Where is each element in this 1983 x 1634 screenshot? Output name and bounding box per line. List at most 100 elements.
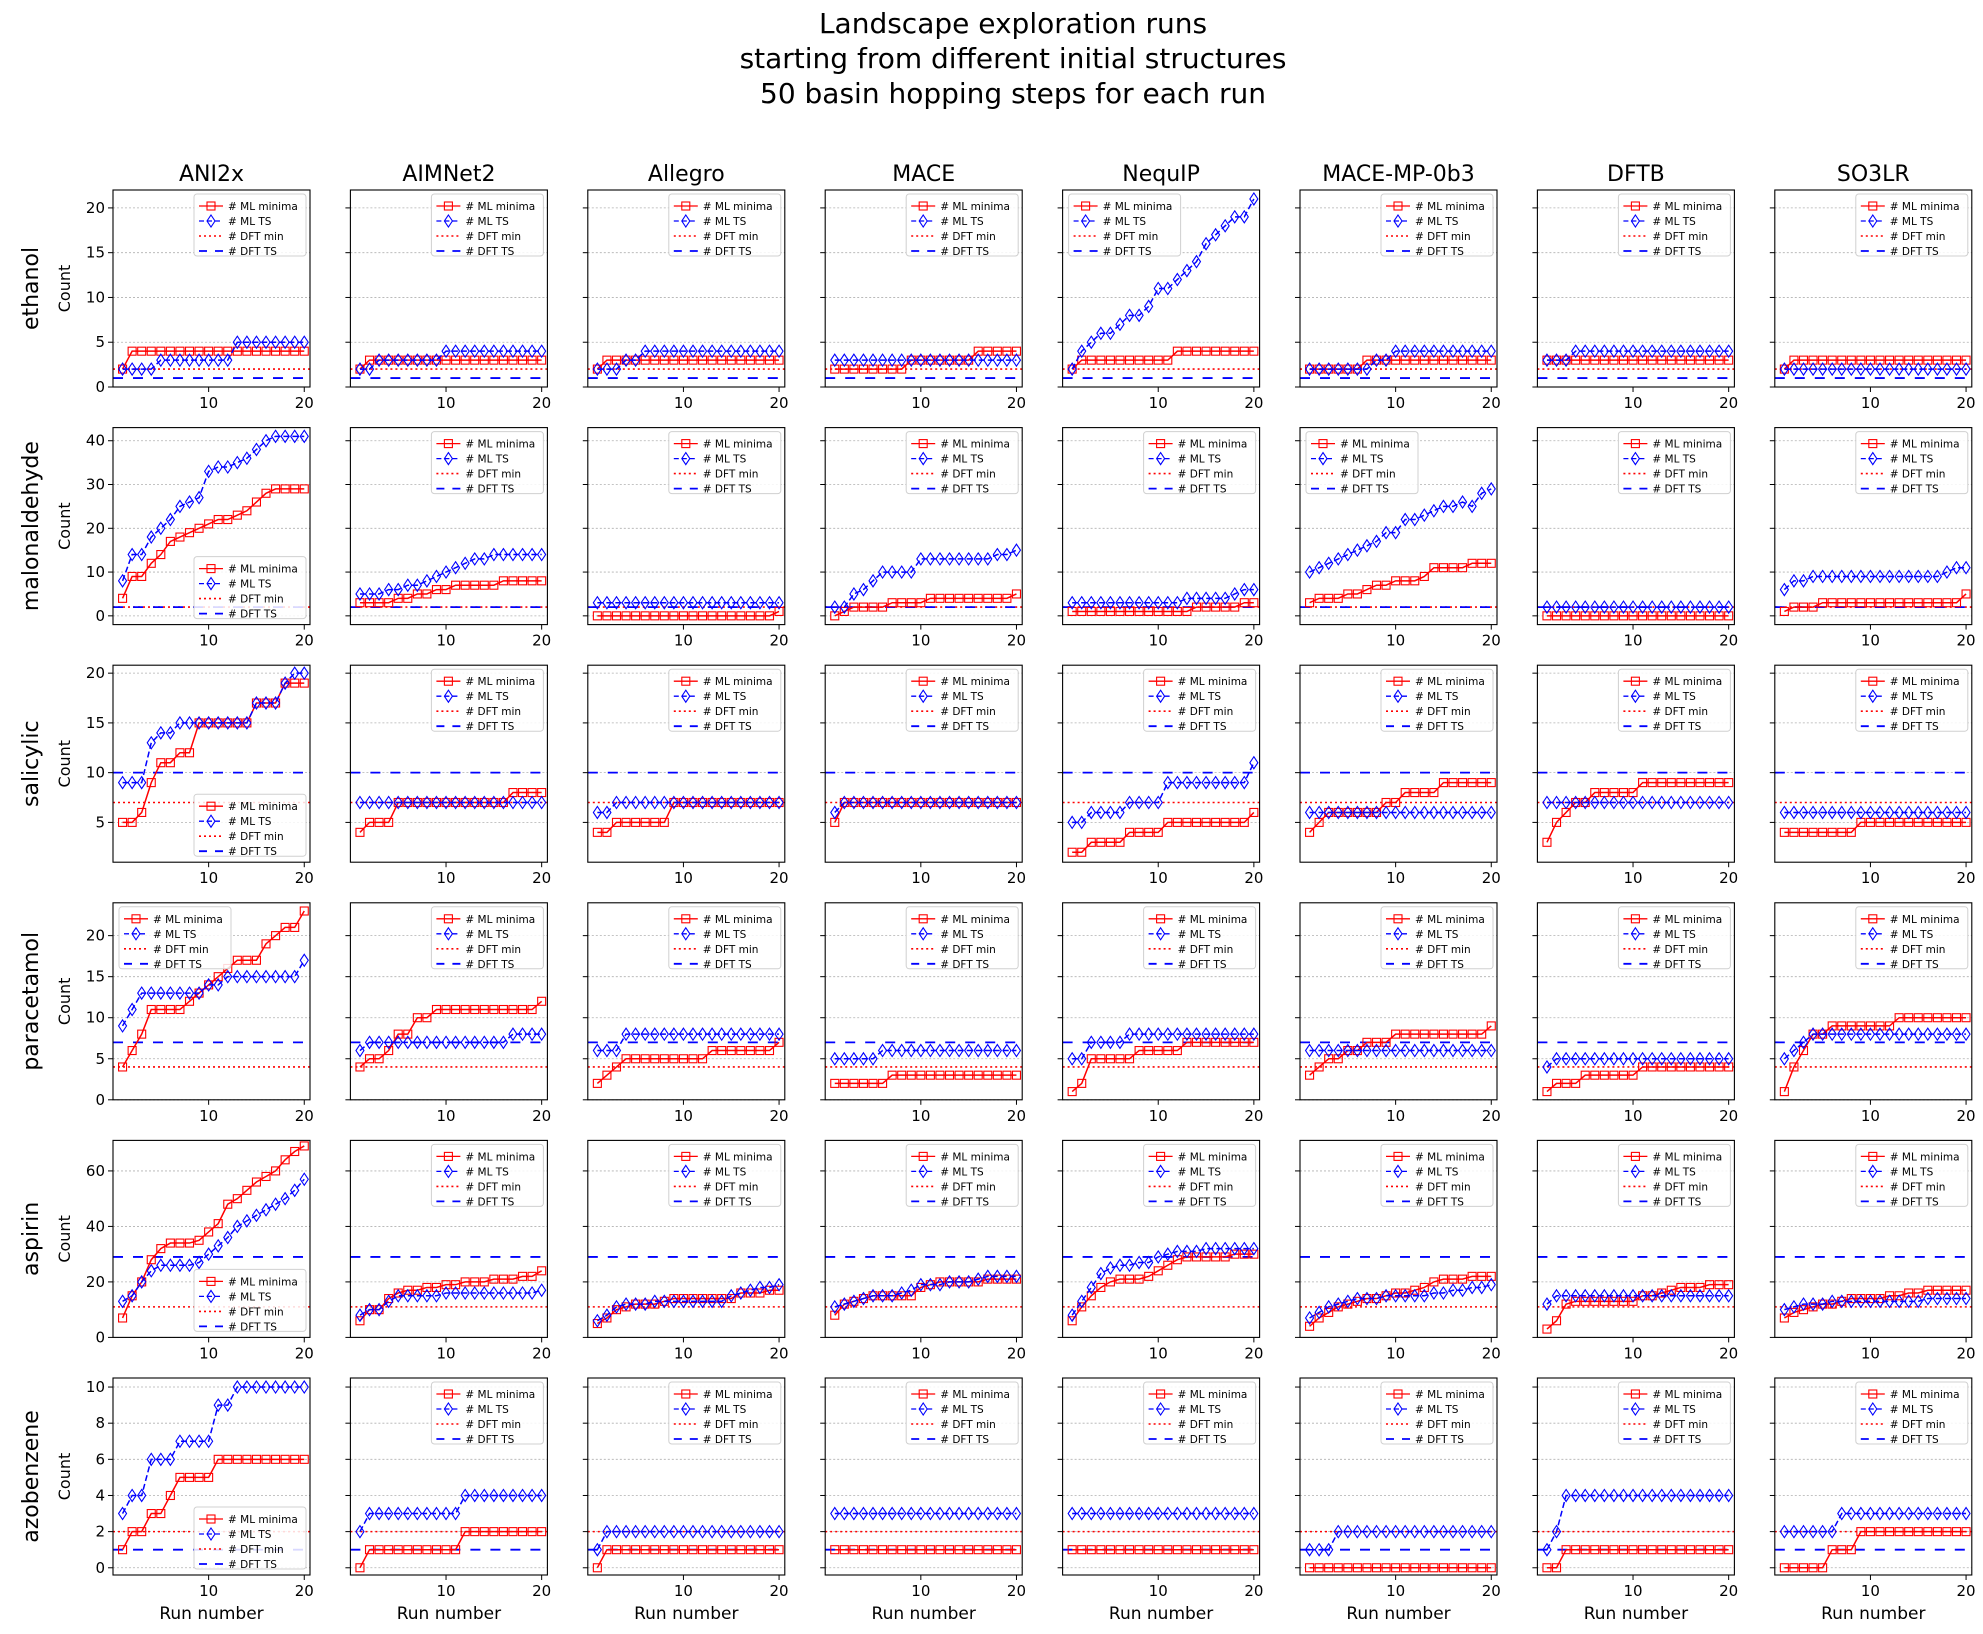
legend-box bbox=[118, 906, 232, 970]
legend-ts-marker bbox=[1155, 451, 1166, 466]
ml-ts-point bbox=[1542, 1542, 1552, 1557]
panel-frame bbox=[1062, 189, 1261, 388]
ml-ts-point bbox=[1913, 1027, 1923, 1042]
ml-ts-point bbox=[1153, 795, 1163, 810]
ml-ts-point bbox=[1144, 1255, 1154, 1270]
ml-minima-point bbox=[1115, 1545, 1125, 1555]
ml-minima-point bbox=[1191, 817, 1202, 827]
ml-minima-line bbox=[121, 488, 305, 599]
ml-ts-point bbox=[479, 1035, 489, 1050]
ml-ts-point bbox=[764, 344, 775, 359]
ml-ts-point bbox=[1628, 344, 1638, 359]
ml-ts-point bbox=[1115, 595, 1125, 610]
panel: 10 20# ML minima# ML TS# DFT min# DFT TS bbox=[582, 902, 789, 1125]
ml-ts-point bbox=[1362, 1043, 1372, 1058]
ml-ts-point bbox=[1105, 326, 1116, 341]
legend-label: # ML TS bbox=[1415, 216, 1459, 228]
ml-ts-point bbox=[992, 1506, 1002, 1521]
ml-ts-point bbox=[1676, 1488, 1686, 1503]
legend-ts-marker bbox=[681, 214, 691, 228]
legend-label: # ML minima bbox=[1415, 1151, 1485, 1163]
ml-ts-point bbox=[1932, 1027, 1943, 1042]
ml-minima-point bbox=[650, 611, 660, 621]
ml-minima-point bbox=[1599, 1070, 1609, 1080]
ml-ts-point bbox=[1647, 1051, 1657, 1066]
ml-minima-point bbox=[232, 955, 242, 965]
ml-minima-point bbox=[1239, 1037, 1249, 1047]
ml-ts-point bbox=[830, 353, 840, 368]
ml-minima-point bbox=[1419, 788, 1429, 798]
ml-ts-point bbox=[973, 1506, 983, 1521]
ml-minima-point bbox=[1362, 1037, 1372, 1047]
ml-minima-point bbox=[517, 1004, 528, 1015]
ml-minima-point bbox=[1201, 1252, 1211, 1262]
ml-minima-point bbox=[1609, 1296, 1619, 1306]
ml-minima-point bbox=[1400, 576, 1410, 586]
ml-minima-point bbox=[1923, 598, 1933, 608]
ml-ts-point bbox=[1942, 805, 1952, 820]
ml-minima-point bbox=[422, 1013, 432, 1023]
legend-ts-marker bbox=[1868, 214, 1878, 228]
legend-ts-marker bbox=[1630, 451, 1641, 466]
ml-minima-point bbox=[1551, 1563, 1562, 1573]
panel-frame bbox=[112, 189, 311, 388]
ml-ts-point bbox=[1637, 795, 1648, 810]
ml-minima-point bbox=[1144, 1046, 1154, 1056]
ml-minima-point bbox=[1438, 355, 1448, 365]
legend-box bbox=[905, 1381, 1019, 1445]
ml-ts-point bbox=[1002, 353, 1012, 368]
panel-frame bbox=[1536, 664, 1735, 863]
panel-frame bbox=[824, 902, 1023, 1101]
ml-minima-point bbox=[232, 1454, 242, 1464]
ml-ts-point bbox=[1789, 1043, 1799, 1058]
x-tick-label: 20 bbox=[770, 1107, 789, 1125]
ml-ts-point bbox=[137, 1488, 147, 1503]
ml-minima-point bbox=[1239, 817, 1249, 827]
x-tick-label: 20 bbox=[295, 869, 314, 887]
ml-minima-line bbox=[121, 1458, 305, 1551]
ml-ts-point bbox=[1628, 1051, 1638, 1066]
panel-frame bbox=[1062, 902, 1261, 1101]
legend-ts-marker bbox=[681, 451, 691, 466]
legend-label: # ML TS bbox=[1178, 454, 1222, 466]
panel: 10 20# ML minima# ML TS# DFT min# DFT TS bbox=[1295, 189, 1501, 412]
ml-minima-point bbox=[431, 585, 442, 595]
ml-ts-point bbox=[1230, 586, 1240, 601]
ml-minima-point bbox=[280, 922, 290, 932]
ml-ts-point bbox=[194, 353, 204, 368]
y-tick-label: 5 bbox=[95, 333, 105, 351]
ml-minima-point bbox=[707, 1545, 717, 1555]
ml-ts-point bbox=[479, 551, 489, 566]
ml-ts-point bbox=[498, 344, 509, 359]
ml-minima-point bbox=[1846, 1021, 1856, 1031]
ml-ts-point bbox=[963, 795, 974, 810]
ml-ts-point bbox=[1961, 560, 1971, 575]
ml-minima-point bbox=[1676, 1062, 1686, 1072]
ml-ts-point bbox=[1923, 805, 1933, 820]
ml-minima-point bbox=[1885, 1291, 1895, 1301]
ml-minima-point bbox=[156, 346, 166, 356]
legend-label: # DFT min bbox=[228, 231, 284, 243]
ml-ts-point bbox=[678, 1294, 689, 1309]
ml-minima-point bbox=[1818, 598, 1828, 608]
ml-minima-point bbox=[1105, 355, 1115, 365]
ml-minima-point bbox=[1172, 606, 1182, 617]
panel-frame bbox=[1536, 1377, 1735, 1576]
ml-minima-point bbox=[1923, 1527, 1933, 1537]
ml-minima-point bbox=[374, 817, 384, 827]
ml-minima-line bbox=[596, 1548, 780, 1569]
legend-label: # ML TS bbox=[228, 579, 272, 591]
ml-minima-point bbox=[1695, 1062, 1705, 1072]
ml-ts-point bbox=[764, 595, 775, 610]
ml-minima-point bbox=[621, 1545, 631, 1555]
ml-ts-point bbox=[1856, 805, 1866, 820]
x-tick-label: 20 bbox=[1719, 1344, 1738, 1362]
ml-minima-point bbox=[1571, 1296, 1581, 1306]
ml-minima-point bbox=[1865, 1021, 1875, 1031]
ml-ts-point bbox=[1827, 569, 1837, 584]
legend-box bbox=[905, 906, 1019, 970]
